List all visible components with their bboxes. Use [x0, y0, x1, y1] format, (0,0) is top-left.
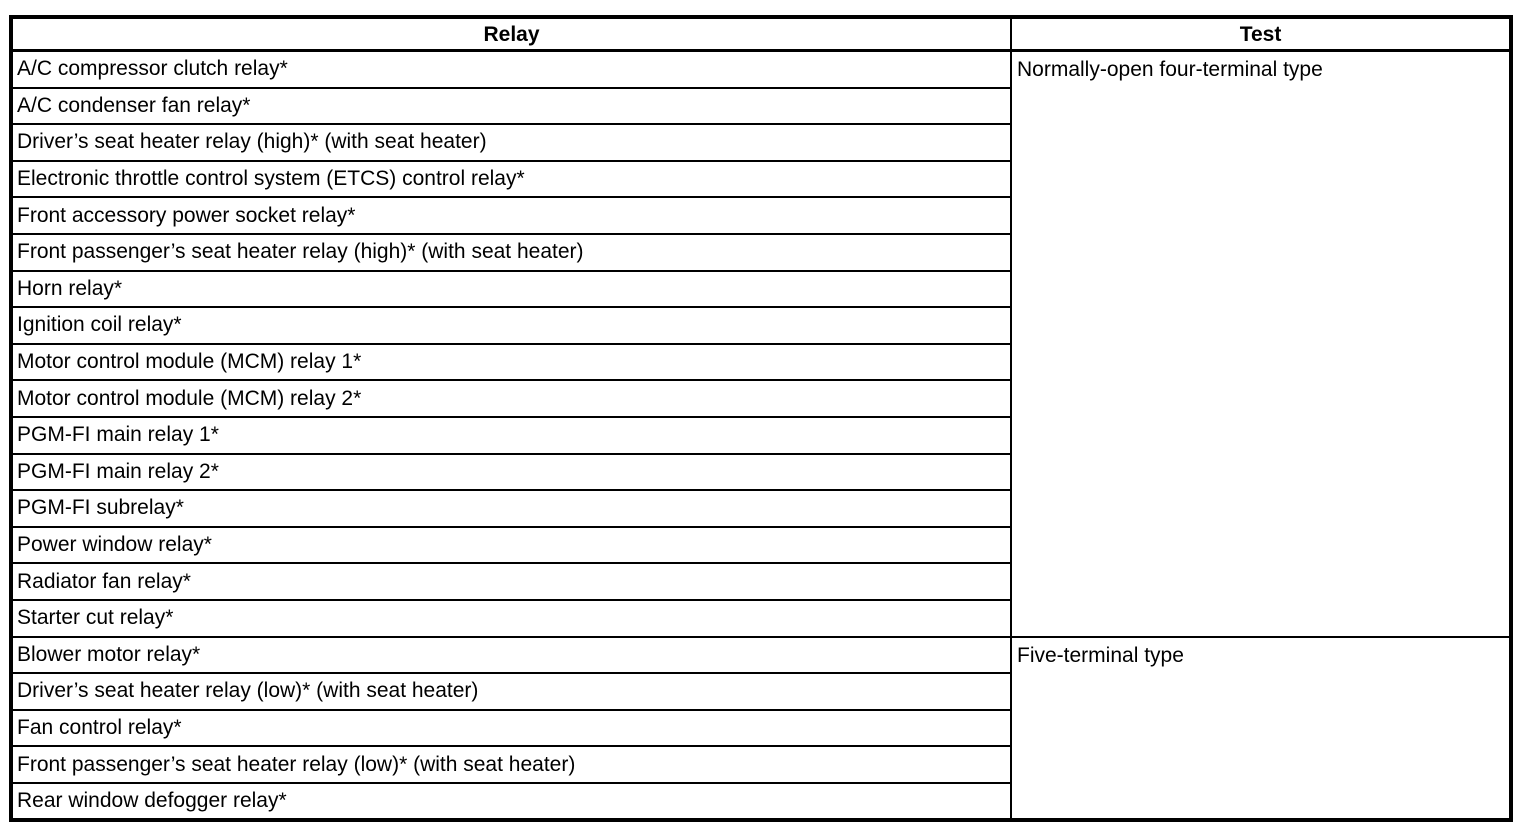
relay-cell: A/C condenser fan relay*: [10, 86, 1012, 126]
relay-cell: Electronic throttle control system (ETCS…: [10, 159, 1012, 199]
relay-cell: PGM-FI main relay 1*: [10, 415, 1012, 455]
relay-cell: Driver’s seat heater relay (low)* (with …: [10, 672, 1012, 711]
table-row: Blower motor relay* Five-terminal type: [10, 635, 1512, 822]
relay-cell: Driver’s seat heater relay (high)* (with…: [10, 123, 1012, 162]
relay-cell: Radiator fan relay*: [10, 562, 1012, 601]
table-row: Electronic throttle control system (ETCS…: [10, 159, 1511, 199]
table-row: Horn relay*: [10, 269, 1511, 309]
relay-cell: Power window relay*: [10, 525, 1012, 565]
relay-cell: Starter cut relay*: [10, 598, 1012, 638]
relay-cell: Motor control module (MCM) relay 1*: [10, 342, 1012, 382]
relay-cell: PGM-FI main relay 2*: [10, 452, 1012, 492]
relay-cell: Ignition coil relay*: [10, 306, 1012, 345]
table-row: Front passenger’s seat heater relay (low…: [10, 745, 1511, 784]
relay-cell: Fan control relay*: [10, 708, 1012, 748]
relay-cell: Front passenger’s seat heater relay (hig…: [10, 232, 1012, 272]
relay-cell: Horn relay*: [10, 269, 1012, 309]
table-row: Front accessory power socket relay*: [10, 196, 1511, 235]
table-row: PGM-FI subrelay*: [10, 489, 1511, 528]
table-row: Fan control relay*: [10, 708, 1511, 748]
table-row: Motor control module (MCM) relay 2*: [10, 379, 1511, 418]
relay-cell: Motor control module (MCM) relay 2*: [10, 379, 1012, 418]
relay-column-header: Relay: [10, 16, 1012, 52]
header-row: Relay Test: [10, 16, 1512, 52]
table-row: Power window relay*: [10, 525, 1511, 565]
table-row: Driver’s seat heater relay (high)* (with…: [10, 123, 1511, 162]
table-row: A/C condenser fan relay*: [10, 86, 1511, 126]
table-row: Rear window defogger relay*: [10, 781, 1511, 822]
test-column-header: Test: [1010, 16, 1512, 52]
relay-cell: A/C compressor clutch relay*: [10, 49, 1012, 89]
table-row: Motor control module (MCM) relay 1*: [10, 342, 1511, 382]
table-row: PGM-FI main relay 2*: [10, 452, 1511, 492]
table-row: Ignition coil relay*: [10, 306, 1511, 345]
table-row: Radiator fan relay*: [10, 562, 1511, 601]
table-row: Starter cut relay*: [10, 598, 1511, 638]
test-cell: Normally-open four-terminal type: [1010, 49, 1512, 638]
table-row: A/C compressor clutch relay* Normally-op…: [10, 49, 1512, 638]
relay-test-table: Relay Test A/C compressor clutch relay* …: [9, 15, 1513, 823]
relay-cell: Rear window defogger relay*: [10, 781, 1012, 822]
table-row: PGM-FI main relay 1*: [10, 415, 1511, 455]
table-row: Front passenger’s seat heater relay (hig…: [10, 232, 1511, 272]
test-cell: Five-terminal type: [1010, 635, 1512, 822]
relay-cell: PGM-FI subrelay*: [10, 489, 1012, 528]
relay-cell: Front accessory power socket relay*: [10, 196, 1012, 235]
table-row: Driver’s seat heater relay (low)* (with …: [10, 672, 1511, 711]
relay-cell: Front passenger’s seat heater relay (low…: [10, 745, 1012, 784]
relay-cell: Blower motor relay*: [10, 635, 1012, 675]
